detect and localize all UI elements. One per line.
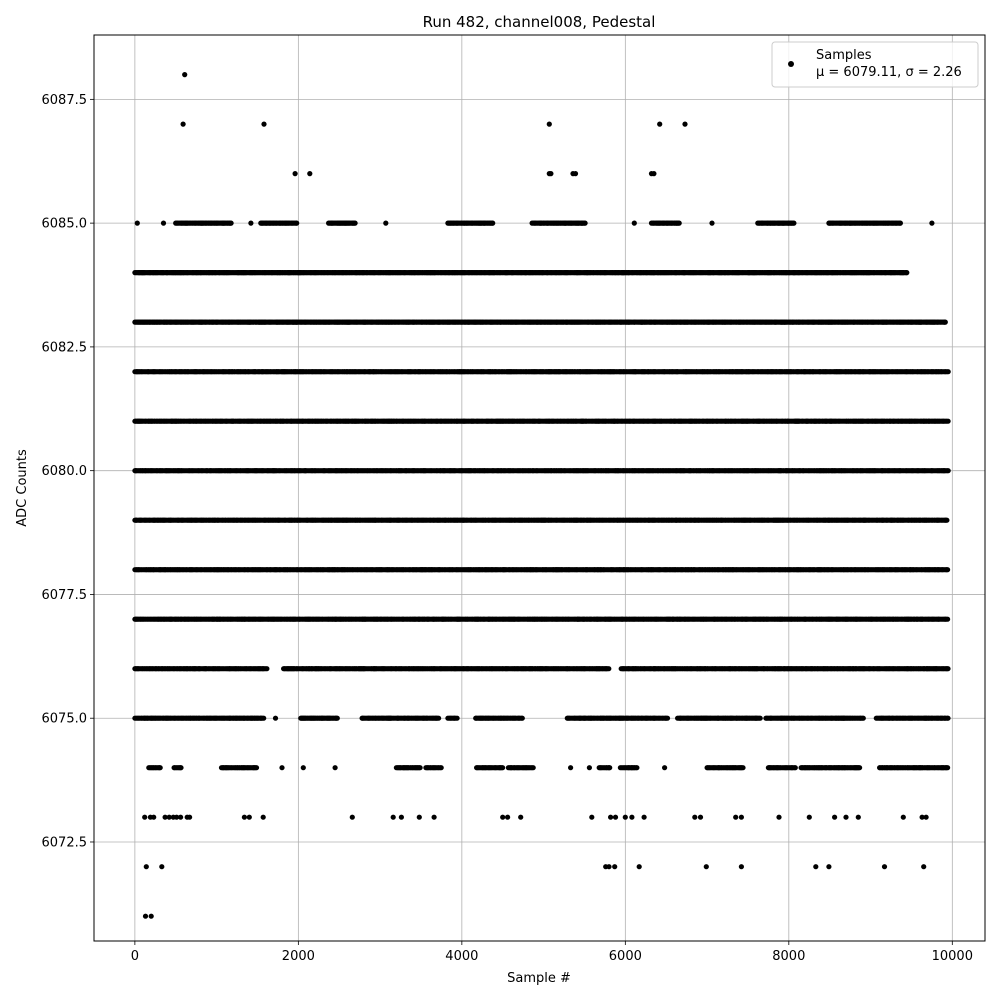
data-point bbox=[162, 814, 168, 820]
data-point bbox=[662, 765, 668, 771]
data-point bbox=[740, 765, 746, 771]
data-point bbox=[634, 765, 640, 771]
data-point bbox=[142, 814, 148, 820]
data-point bbox=[919, 814, 925, 820]
data-point bbox=[349, 814, 355, 820]
data-point bbox=[622, 814, 628, 820]
data-point bbox=[246, 814, 252, 820]
data-point bbox=[174, 814, 180, 820]
data-point bbox=[945, 567, 951, 573]
data-point bbox=[159, 864, 165, 870]
data-point bbox=[518, 814, 524, 820]
data-point bbox=[881, 864, 888, 870]
data-point bbox=[589, 814, 595, 820]
data-point bbox=[832, 814, 838, 820]
data-point bbox=[629, 814, 635, 820]
data-point bbox=[519, 715, 525, 721]
data-point bbox=[697, 814, 704, 820]
data-point bbox=[279, 765, 285, 771]
data-point bbox=[855, 814, 861, 820]
data-point bbox=[416, 814, 422, 820]
data-point bbox=[776, 814, 782, 820]
data-point bbox=[733, 814, 739, 820]
data-point bbox=[586, 765, 593, 771]
data-point bbox=[157, 765, 163, 771]
data-point bbox=[608, 814, 614, 820]
data-point bbox=[945, 765, 951, 771]
data-point bbox=[261, 715, 267, 721]
data-point bbox=[568, 765, 574, 771]
data-point bbox=[945, 715, 951, 721]
data-point bbox=[738, 814, 745, 820]
data-point bbox=[151, 814, 157, 820]
data-point bbox=[921, 864, 927, 870]
data-point bbox=[843, 814, 849, 820]
data-point bbox=[398, 814, 404, 820]
data-point bbox=[945, 666, 951, 672]
data-point bbox=[431, 814, 437, 820]
data-point bbox=[857, 765, 863, 771]
data-point bbox=[664, 715, 671, 721]
data-point bbox=[530, 765, 536, 771]
data-point bbox=[505, 814, 511, 820]
data-point bbox=[187, 814, 193, 820]
grid bbox=[94, 35, 985, 941]
data-point bbox=[272, 715, 279, 721]
data-point bbox=[923, 814, 929, 820]
data-point bbox=[606, 864, 612, 870]
data-point bbox=[636, 864, 642, 870]
data-point bbox=[944, 517, 950, 523]
data-point bbox=[692, 814, 698, 820]
data-point bbox=[438, 765, 444, 771]
chart-title: Run 482, channel008, Pedestal bbox=[423, 13, 656, 31]
data-point bbox=[900, 814, 906, 820]
data-point bbox=[757, 715, 763, 721]
data-point bbox=[166, 814, 172, 820]
data-point bbox=[417, 765, 423, 771]
data-point bbox=[332, 765, 338, 771]
data-point bbox=[454, 715, 460, 721]
data-point bbox=[390, 814, 396, 820]
data-point bbox=[241, 814, 247, 820]
data-point bbox=[738, 864, 745, 870]
data-point bbox=[143, 864, 149, 870]
data-point bbox=[641, 814, 647, 820]
data-point bbox=[612, 814, 619, 820]
data-point bbox=[148, 913, 154, 919]
data-point bbox=[253, 765, 260, 771]
data-point bbox=[792, 765, 798, 771]
data-point bbox=[826, 864, 832, 870]
data-point bbox=[606, 666, 612, 672]
data-point bbox=[813, 864, 819, 870]
data-point bbox=[703, 864, 709, 870]
data-point bbox=[607, 765, 613, 771]
data-point bbox=[178, 814, 184, 820]
data-point bbox=[178, 765, 184, 771]
data-points bbox=[132, 72, 951, 919]
data-point bbox=[436, 715, 442, 721]
data-point bbox=[612, 864, 618, 870]
data-point bbox=[500, 814, 506, 820]
data-point bbox=[334, 715, 340, 721]
data-point bbox=[945, 616, 951, 622]
data-point bbox=[806, 814, 812, 820]
data-point bbox=[264, 666, 270, 672]
data-point bbox=[300, 765, 306, 771]
data-point bbox=[142, 913, 149, 919]
data-point bbox=[500, 765, 506, 771]
data-point bbox=[860, 715, 866, 721]
data-point bbox=[260, 814, 266, 820]
